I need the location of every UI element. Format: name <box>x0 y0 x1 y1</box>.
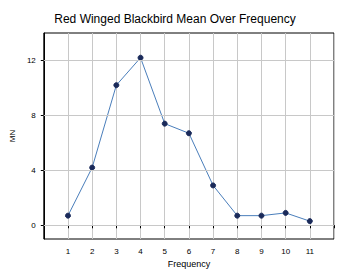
svg-text:4: 4 <box>31 166 36 175</box>
svg-text:4: 4 <box>138 247 143 256</box>
svg-text:8: 8 <box>235 247 240 256</box>
svg-text:9: 9 <box>259 247 264 256</box>
svg-text:0: 0 <box>31 221 36 230</box>
svg-text:MN: MN <box>8 130 17 143</box>
svg-text:1: 1 <box>66 247 71 256</box>
svg-text:11: 11 <box>306 247 315 256</box>
svg-text:2: 2 <box>90 247 95 256</box>
svg-text:10: 10 <box>281 247 290 256</box>
svg-text:5: 5 <box>162 247 167 256</box>
svg-text:3: 3 <box>114 247 119 256</box>
svg-text:8: 8 <box>31 111 36 120</box>
svg-text:Frequency: Frequency <box>168 259 211 269</box>
svg-text:Red Winged Blackbird Mean Over: Red Winged Blackbird Mean Over Frequency <box>54 12 295 26</box>
svg-text:6: 6 <box>187 247 192 256</box>
svg-text:12: 12 <box>27 56 36 65</box>
svg-text:7: 7 <box>211 247 216 256</box>
